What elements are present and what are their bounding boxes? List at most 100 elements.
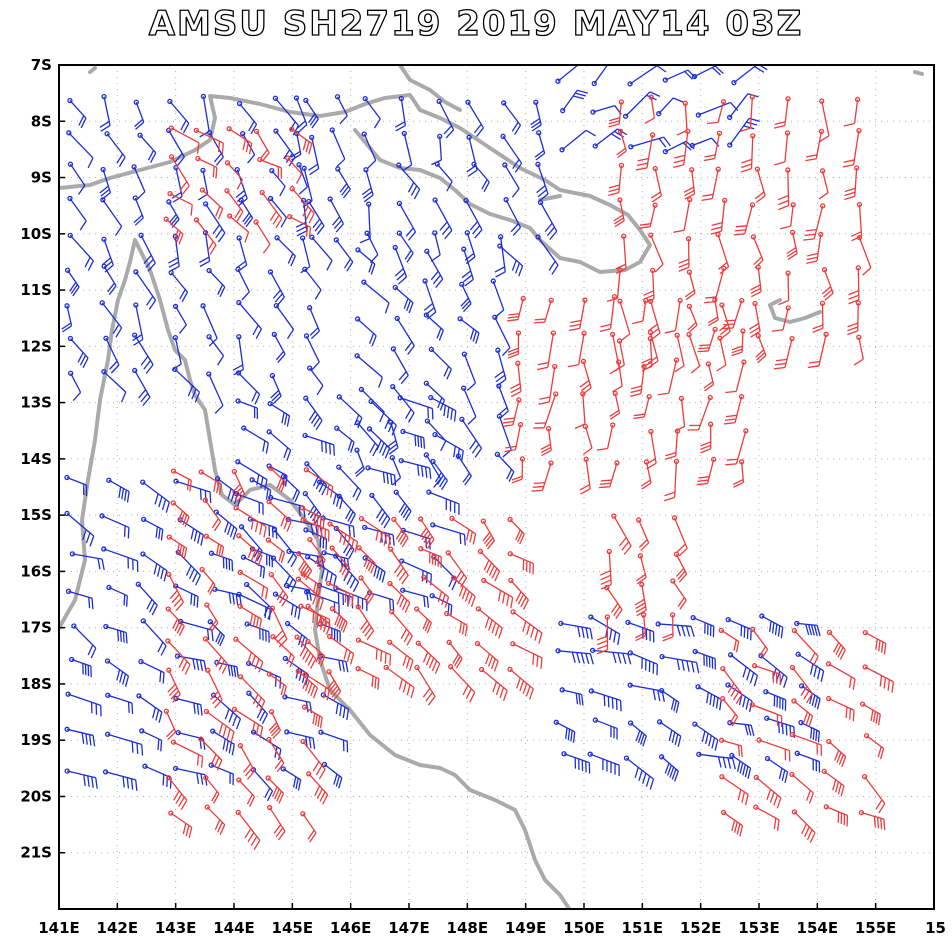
- wind-barb: [608, 162, 625, 197]
- wind-barb: [133, 99, 145, 130]
- wind-barb: [691, 65, 724, 80]
- wind-barb: [205, 667, 223, 709]
- wind-barb: [396, 230, 414, 263]
- wind-barb: [294, 634, 317, 669]
- wind-barb: [329, 545, 351, 579]
- wind-barb: [132, 367, 151, 407]
- wind-barb: [424, 418, 447, 452]
- wind-barb: [731, 328, 746, 357]
- wind-barb: [213, 509, 238, 540]
- wind-barb: [173, 478, 212, 504]
- wind-barb: [560, 89, 589, 114]
- wind-barb: [430, 522, 466, 546]
- y-tick-label: 17S: [20, 619, 52, 637]
- wind-barb: [302, 432, 335, 456]
- wind-barb: [763, 689, 787, 711]
- wind-barb: [67, 232, 94, 271]
- wind-barb: [308, 134, 320, 176]
- wind-barb: [464, 230, 476, 265]
- wind-barb: [361, 167, 374, 203]
- wind-barb: [434, 161, 453, 192]
- wind-barb: [268, 709, 282, 739]
- wind-barb: [436, 98, 455, 139]
- wind-barb: [303, 467, 334, 498]
- wind-barb: [68, 370, 82, 401]
- wind-barb: [678, 236, 692, 272]
- wind-barb: [753, 774, 782, 809]
- wind-barb: [596, 422, 616, 451]
- island: [88, 66, 97, 74]
- wind-barb: [615, 233, 627, 275]
- wind-barb: [749, 626, 769, 659]
- wind-barb: [511, 456, 526, 484]
- wind-barb: [725, 616, 752, 641]
- wind-barb: [446, 639, 463, 669]
- wind-barb: [197, 167, 209, 201]
- wind-barb: [166, 571, 184, 611]
- wind-barb: [140, 618, 167, 656]
- wind-barb: [475, 606, 503, 639]
- wind-barb: [365, 465, 397, 486]
- wind-barb: [598, 460, 620, 489]
- wind-barb: [132, 195, 144, 226]
- wind-barb: [236, 777, 256, 807]
- wind-barb: [729, 752, 752, 779]
- wind-barb: [579, 456, 591, 495]
- wind-barb: [265, 537, 286, 564]
- wind-barb: [290, 130, 302, 161]
- wind-barb: [683, 167, 696, 200]
- wind-barb: [636, 517, 650, 552]
- wind-barb: [553, 719, 576, 743]
- wind-barb: [703, 130, 723, 162]
- wind-barb: [212, 586, 242, 607]
- wind-barb: [203, 708, 235, 743]
- wind-barb: [168, 125, 200, 154]
- wind-barb: [579, 358, 592, 396]
- wind-barb: [559, 129, 596, 153]
- wind-barb: [727, 720, 755, 737]
- wind-barb: [751, 663, 782, 686]
- wind-barb: [718, 302, 731, 339]
- wind-barb: [826, 629, 846, 660]
- wind-barb: [424, 248, 444, 288]
- wind-barb: [537, 199, 558, 241]
- wind-barb: [200, 303, 218, 347]
- wind-barb: [558, 620, 593, 640]
- wind-barb: [634, 581, 647, 617]
- wind-barb: [733, 202, 756, 236]
- wind-barb: [750, 264, 762, 298]
- wind-barb: [303, 97, 319, 129]
- wind-barb: [686, 331, 701, 374]
- wind-barb: [269, 167, 286, 197]
- wind-barb: [270, 634, 295, 668]
- wind-barb: [241, 425, 269, 454]
- wind-barb: [355, 604, 375, 640]
- wind-barb: [656, 719, 682, 748]
- wind-barb: [627, 65, 667, 87]
- wind-barb: [422, 278, 437, 320]
- wind-barb: [672, 128, 691, 169]
- wind-barb: [727, 117, 760, 148]
- wind-barb: [616, 128, 627, 159]
- wind-barb: [283, 582, 312, 601]
- wind-barb: [354, 447, 365, 477]
- wind-barb: [327, 521, 359, 553]
- wind-barb: [203, 533, 225, 558]
- wind-barb: [300, 811, 317, 843]
- wind-barb: [478, 666, 508, 702]
- wind-barb: [387, 580, 411, 613]
- wind-barb: [821, 267, 834, 301]
- wind-barb: [65, 691, 102, 717]
- wind-barb: [361, 279, 390, 314]
- wind-barb: [613, 197, 625, 228]
- wind-barb: [387, 639, 414, 672]
- wind-barb: [421, 574, 450, 608]
- wind-barb: [614, 338, 625, 372]
- wind-barb: [358, 575, 374, 605]
- wind-barb: [253, 219, 271, 254]
- wind-barb: [673, 551, 688, 583]
- wind-barb: [396, 162, 421, 200]
- wind-barb: [64, 267, 80, 297]
- wind-barb: [99, 300, 123, 338]
- wind-barb: [99, 166, 112, 200]
